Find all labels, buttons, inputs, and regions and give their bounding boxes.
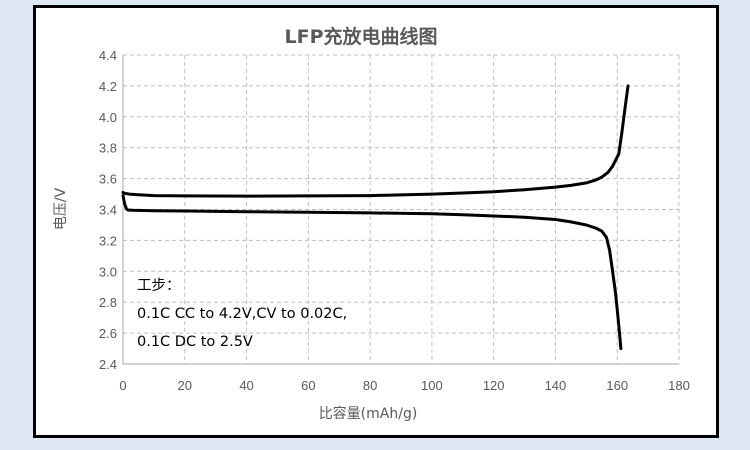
y-tick-label: 2.6 (99, 326, 117, 341)
x-tick-label: 160 (606, 378, 628, 393)
x-tick-label: 40 (239, 378, 253, 393)
y-tick-label: 4.4 (99, 48, 117, 63)
y-tick-label: 2.8 (99, 295, 117, 310)
y-tick-label: 4.0 (99, 110, 117, 125)
x-tick-label: 140 (545, 378, 567, 393)
y-tick-label: 2.4 (99, 357, 117, 372)
chart-title: LFP充放电曲线图 (284, 25, 437, 48)
x-tick-labels: 0 20 40 60 80 100 120 140 160 180 (119, 378, 689, 393)
x-tick-label: 0 (119, 378, 126, 393)
y-tick-label: 3.4 (99, 203, 117, 218)
x-tick-label: 60 (301, 378, 315, 393)
annotation-line-3: 0.1C DC to 2.5V (137, 334, 253, 350)
annotation: 工步： 0.1C CC to 4.2V,CV to 0.02C, 0.1C DC… (137, 277, 347, 350)
x-axis-label: 比容量(mAh/g) (319, 405, 418, 422)
axes (122, 55, 679, 365)
x-tick-label: 20 (178, 378, 192, 393)
y-tick-label: 3.2 (99, 233, 117, 248)
y-axis-label: 电压/V (53, 187, 69, 230)
y-tick-label: 4.2 (99, 79, 117, 94)
series-group (121, 84, 630, 351)
x-tick-label: 120 (483, 378, 505, 393)
y-tick-labels: 2.4 2.6 2.8 3.0 3.2 3.4 3.6 3.8 4.0 4.2 4.4 (99, 48, 117, 372)
chart-frame (33, 5, 719, 438)
x-tick-label: 100 (421, 378, 443, 393)
series-line-1 (121, 84, 630, 198)
x-tick-label: 80 (363, 378, 377, 393)
series-line-2 (121, 194, 623, 351)
y-tick-label: 3.8 (99, 141, 117, 156)
annotation-line-1: 工步： (137, 277, 181, 294)
y-tick-label: 3.6 (99, 172, 117, 187)
y-tick-label: 3.0 (99, 264, 117, 279)
x-tick-label: 180 (668, 378, 690, 393)
annotation-line-2: 0.1C CC to 4.2V,CV to 0.02C, (137, 306, 347, 322)
grid (123, 54, 680, 364)
